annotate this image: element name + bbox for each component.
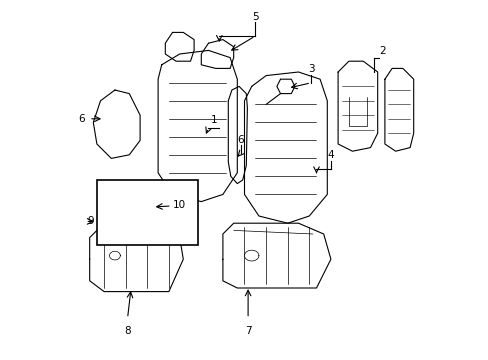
- Text: 5: 5: [251, 12, 258, 22]
- Text: 1: 1: [210, 115, 217, 125]
- Text: 3: 3: [307, 64, 314, 74]
- Text: 10: 10: [172, 200, 185, 210]
- Text: 2: 2: [379, 46, 386, 56]
- Text: 6: 6: [237, 135, 244, 145]
- Text: 7: 7: [244, 326, 251, 336]
- Bar: [97, 180, 197, 245]
- Text: 4: 4: [327, 150, 333, 160]
- Text: 8: 8: [124, 326, 131, 336]
- Text: 9: 9: [87, 216, 94, 226]
- Text: 6: 6: [78, 114, 85, 124]
